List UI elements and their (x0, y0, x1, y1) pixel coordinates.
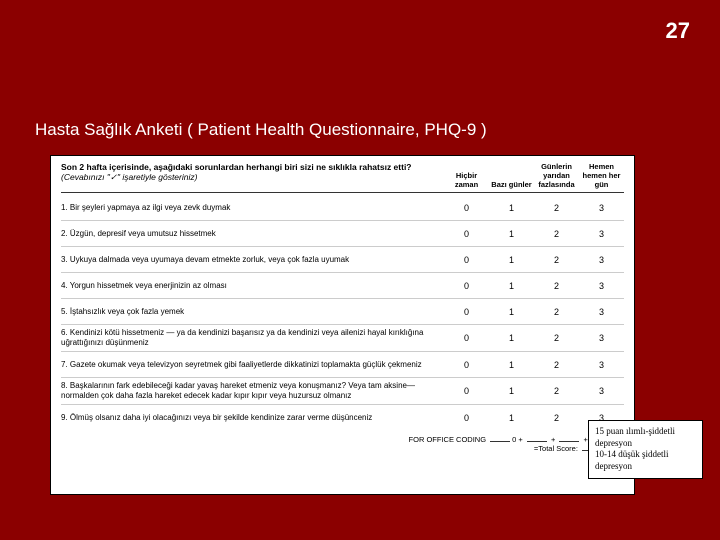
score-option[interactable]: 0 (444, 333, 489, 343)
score-option[interactable]: 1 (489, 281, 534, 291)
col-header-0: Hiçbir zaman (444, 171, 489, 189)
score-option[interactable]: 3 (579, 229, 624, 239)
form-header: Son 2 hafta içerisinde, aşağıdaki sorunl… (61, 162, 624, 193)
page-number: 27 (666, 18, 690, 44)
col-header-3: Hemen hemen her gün (579, 162, 624, 189)
question-text: 2. Üzgün, depresif veya umutsuz hissetme… (61, 229, 444, 239)
col-header-1: Bazı günler (489, 180, 534, 189)
question-text: 1. Bir şeyleri yapmaya az ilgi veya zevk… (61, 203, 444, 213)
phq9-form: Son 2 hafta içerisinde, aşağıdaki sorunl… (50, 155, 635, 495)
score-option[interactable]: 3 (579, 360, 624, 370)
score-option[interactable]: 3 (579, 386, 624, 396)
score-option[interactable]: 1 (489, 333, 534, 343)
score-option[interactable]: 0 (444, 229, 489, 239)
score-option[interactable]: 1 (489, 360, 534, 370)
score-option[interactable]: 2 (534, 281, 579, 291)
score-option[interactable]: 2 (534, 386, 579, 396)
question-row: 5. İştahsızlık veya çok fazla yemek0123 (61, 299, 624, 325)
score-option[interactable]: 2 (534, 255, 579, 265)
question-row: 1. Bir şeyleri yapmaya az ilgi veya zevk… (61, 195, 624, 221)
scoring-note: 15 puan ılımlı-şiddetli depresyon 10-14 … (588, 420, 703, 479)
score-option[interactable]: 3 (579, 255, 624, 265)
score-option[interactable]: 1 (489, 307, 534, 317)
score-option[interactable]: 2 (534, 229, 579, 239)
score-option[interactable]: 1 (489, 386, 534, 396)
header-instruction: (Cevabınızı "✓" işaretiyle gösteriniz) (61, 172, 197, 182)
score-option[interactable]: 0 (444, 281, 489, 291)
score-option[interactable]: 1 (489, 229, 534, 239)
question-text: 3. Uykuya dalmada veya uyumaya devam etm… (61, 255, 444, 265)
note-line1: 15 puan ılımlı-şiddetli depresyon (595, 426, 675, 448)
score-option[interactable]: 3 (579, 333, 624, 343)
score-option[interactable]: 2 (534, 360, 579, 370)
question-text: 5. İştahsızlık veya çok fazla yemek (61, 307, 444, 317)
question-row: 3. Uykuya dalmada veya uyumaya devam etm… (61, 247, 624, 273)
score-option[interactable]: 0 (444, 307, 489, 317)
question-row: 9. Ölmüş olsanız daha iyi olacağınızı ve… (61, 405, 624, 431)
score-option[interactable]: 0 (444, 255, 489, 265)
header-question: Son 2 hafta içerisinde, aşağıdaki sorunl… (61, 162, 412, 172)
question-text: 6. Kendinizi kötü hissetmeniz — ya da ke… (61, 328, 444, 348)
question-text: 7. Gazete okumak veya televizyon seyretm… (61, 360, 444, 370)
question-row: 8. Başkalarının fark edebileceği kadar y… (61, 378, 624, 405)
col-header-2: Günlerin yarıdan fazlasında (534, 162, 579, 189)
question-row: 7. Gazete okumak veya televizyon seyretm… (61, 352, 624, 378)
score-option[interactable]: 2 (534, 307, 579, 317)
score-option[interactable]: 3 (579, 203, 624, 213)
question-text: 9. Ölmüş olsanız daha iyi olacağınızı ve… (61, 413, 444, 423)
question-row: 4. Yorgun hissetmek veya enerjinizin az … (61, 273, 624, 299)
score-option[interactable]: 2 (534, 203, 579, 213)
question-text: 4. Yorgun hissetmek veya enerjinizin az … (61, 281, 444, 291)
score-option[interactable]: 3 (579, 307, 624, 317)
score-option[interactable]: 3 (579, 281, 624, 291)
score-option[interactable]: 0 (444, 203, 489, 213)
score-option[interactable]: 1 (489, 203, 534, 213)
score-option[interactable]: 1 (489, 255, 534, 265)
note-line2: 10-14 düşük şiddetli depresyon (595, 449, 669, 471)
page-title: Hasta Sağlık Anketi ( Patient Health Que… (35, 120, 487, 140)
question-row: 6. Kendinizi kötü hissetmeniz — ya da ke… (61, 325, 624, 352)
score-option[interactable]: 1 (489, 413, 534, 423)
score-option[interactable]: 0 (444, 360, 489, 370)
score-option[interactable]: 0 (444, 386, 489, 396)
score-option[interactable]: 2 (534, 413, 579, 423)
question-text: 8. Başkalarının fark edebileceği kadar y… (61, 381, 444, 401)
score-option[interactable]: 0 (444, 413, 489, 423)
office-coding: FOR OFFICE CODING 0 + + + =Total Score: (61, 431, 624, 453)
question-row: 2. Üzgün, depresif veya umutsuz hissetme… (61, 221, 624, 247)
score-option[interactable]: 2 (534, 333, 579, 343)
